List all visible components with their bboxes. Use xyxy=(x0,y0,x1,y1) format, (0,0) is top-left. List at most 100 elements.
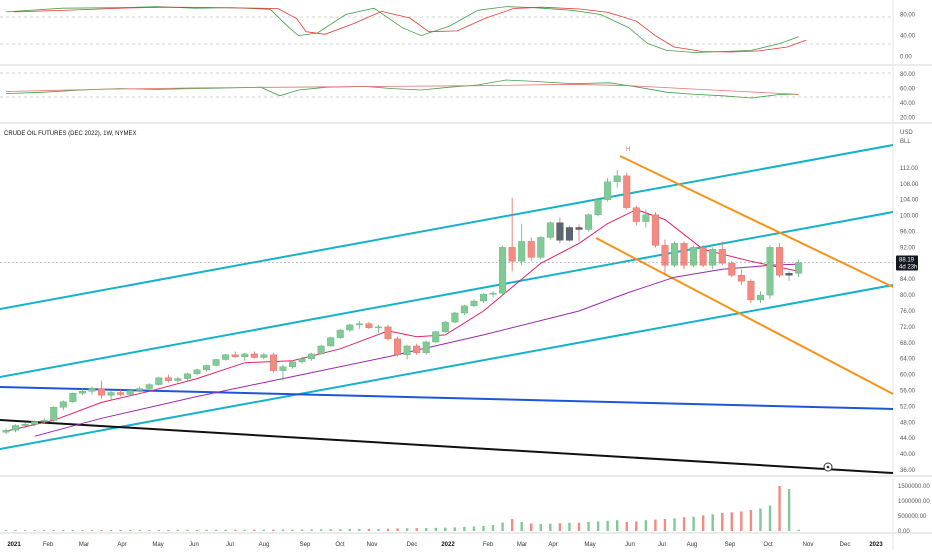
downtrend-lower-line[interactable] xyxy=(595,237,894,395)
candle[interactable] xyxy=(12,424,20,433)
candle[interactable] xyxy=(355,320,363,329)
candle[interactable] xyxy=(499,245,507,296)
candle[interactable] xyxy=(136,386,144,393)
time-axis[interactable]: 2021 Feb Mar Apr May Jun Jul Aug Sep Oct Nov Dec 202… xyxy=(7,542,883,548)
candle[interactable] xyxy=(508,197,516,272)
downtrend-upper-line[interactable] xyxy=(619,155,894,288)
candle[interactable] xyxy=(460,305,468,315)
candle[interactable] xyxy=(88,386,96,395)
candle[interactable] xyxy=(78,388,86,396)
volume-series[interactable] xyxy=(4,486,800,531)
candle[interactable] xyxy=(403,344,411,360)
candle[interactable] xyxy=(756,291,764,304)
candle[interactable] xyxy=(613,169,621,188)
candle[interactable] xyxy=(346,323,354,332)
candle[interactable] xyxy=(470,299,478,308)
candle[interactable] xyxy=(709,247,717,270)
candle[interactable] xyxy=(69,392,77,404)
candle[interactable] xyxy=(107,390,115,401)
candle[interactable] xyxy=(795,259,803,278)
candle[interactable] xyxy=(651,212,659,248)
candle[interactable] xyxy=(575,224,583,242)
candle[interactable] xyxy=(279,364,287,381)
candle[interactable] xyxy=(250,351,258,359)
candle[interactable] xyxy=(518,223,526,266)
candle[interactable] xyxy=(480,293,488,304)
candle[interactable] xyxy=(145,383,153,391)
candle[interactable] xyxy=(241,352,249,361)
candle[interactable] xyxy=(126,388,134,397)
candle[interactable] xyxy=(728,261,736,278)
candle[interactable] xyxy=(336,328,344,339)
candle[interactable] xyxy=(59,400,67,411)
price-axis[interactable]: 112.00 108.00 104.00 100.00 96.00 92.00 84.00 8… xyxy=(900,166,919,474)
candle[interactable] xyxy=(183,372,191,381)
candle[interactable] xyxy=(623,172,631,210)
candle[interactable] xyxy=(327,336,335,347)
oscillator-panel-1[interactable] xyxy=(0,6,893,53)
candle[interactable] xyxy=(585,213,593,232)
candle[interactable] xyxy=(374,324,382,333)
candle[interactable] xyxy=(537,236,545,260)
candle[interactable] xyxy=(193,368,201,376)
candle[interactable] xyxy=(451,311,459,323)
candle[interactable] xyxy=(661,239,669,276)
candle[interactable] xyxy=(97,380,105,399)
candle[interactable] xyxy=(317,344,325,355)
candlestick-series[interactable] xyxy=(2,169,803,435)
upper-channel-line[interactable] xyxy=(0,144,894,310)
candle[interactable] xyxy=(594,197,602,217)
candle[interactable] xyxy=(40,418,48,424)
candle[interactable] xyxy=(699,245,707,268)
candle[interactable] xyxy=(269,352,277,373)
candle[interactable] xyxy=(260,352,268,360)
candle[interactable] xyxy=(394,336,402,357)
candle[interactable] xyxy=(365,322,373,329)
candle[interactable] xyxy=(747,279,755,304)
candle[interactable] xyxy=(384,324,392,341)
candle[interactable] xyxy=(642,209,650,228)
lower-channel-line[interactable] xyxy=(0,284,894,450)
candle[interactable] xyxy=(565,225,573,242)
candle[interactable] xyxy=(2,428,10,435)
candle[interactable] xyxy=(441,320,449,333)
osc2-axis[interactable]: 80.00 60.00 40.00 20.00 xyxy=(900,72,916,121)
candle[interactable] xyxy=(231,351,239,358)
candle[interactable] xyxy=(680,241,688,270)
candle[interactable] xyxy=(527,237,535,262)
candle[interactable] xyxy=(155,376,163,386)
candle[interactable] xyxy=(556,217,564,244)
candle[interactable] xyxy=(766,245,774,300)
candle[interactable] xyxy=(776,243,784,278)
candle[interactable] xyxy=(174,376,182,384)
long-term-trendline[interactable] xyxy=(0,419,894,474)
candle[interactable] xyxy=(222,353,230,361)
candle[interactable] xyxy=(737,269,745,286)
trendline-drawings[interactable] xyxy=(0,144,894,474)
candle[interactable] xyxy=(413,343,421,355)
candle[interactable] xyxy=(718,241,726,266)
candle[interactable] xyxy=(632,205,640,226)
candle[interactable] xyxy=(164,374,172,383)
candle[interactable] xyxy=(308,352,316,361)
candle[interactable] xyxy=(212,358,220,367)
candle[interactable] xyxy=(671,241,679,268)
current-price-tag[interactable]: 88.19 4d 23h xyxy=(896,255,918,271)
candle[interactable] xyxy=(31,420,39,427)
candle[interactable] xyxy=(489,291,497,298)
candle[interactable] xyxy=(117,388,125,397)
candle[interactable] xyxy=(432,330,440,343)
oscillator-panel-2[interactable] xyxy=(0,72,893,99)
candle[interactable] xyxy=(690,245,698,268)
candle[interactable] xyxy=(422,340,430,355)
candle[interactable] xyxy=(203,364,211,372)
candle[interactable] xyxy=(604,177,612,202)
middle-channel-line[interactable] xyxy=(0,211,894,378)
horizontal-support-line[interactable] xyxy=(0,386,894,410)
candle[interactable] xyxy=(785,271,793,282)
osc1-axis[interactable]: 80.00 40.00 0.00 xyxy=(900,13,916,61)
candle[interactable] xyxy=(50,406,58,423)
candle[interactable] xyxy=(21,422,29,429)
candle[interactable] xyxy=(546,221,554,240)
